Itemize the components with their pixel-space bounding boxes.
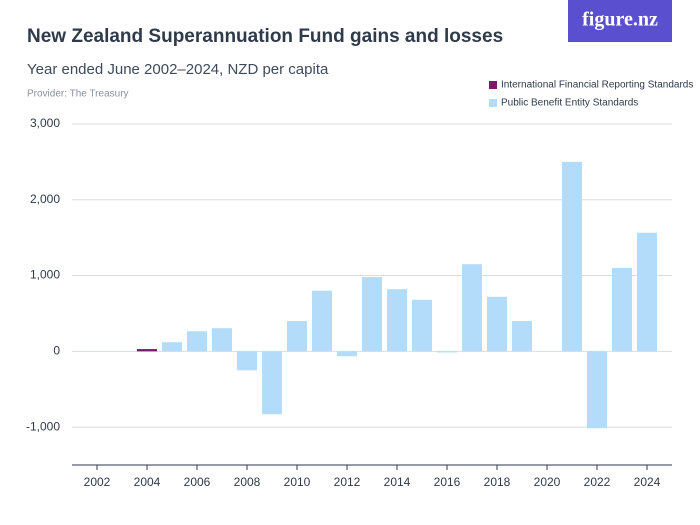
y-tick-label: -1,000	[26, 419, 60, 433]
bar	[412, 299, 432, 352]
y-tick-label: 3,000	[30, 116, 60, 130]
bar	[512, 321, 532, 352]
bar	[562, 161, 582, 352]
bar	[162, 342, 182, 352]
bar	[312, 290, 332, 352]
legend-swatch	[489, 81, 497, 89]
bar	[187, 331, 207, 352]
bar	[487, 296, 507, 352]
bar	[612, 267, 632, 352]
legend-label: International Financial Reporting Standa…	[501, 80, 693, 91]
y-tick-label: 2,000	[30, 192, 60, 206]
chart-subtitle: Year ended June 2002–2024, NZD per capit…	[27, 61, 329, 78]
x-tick-label: 2002	[84, 475, 111, 489]
chart-title: New Zealand Superannuation Fund gains an…	[27, 26, 503, 47]
x-tick-label: 2020	[534, 475, 561, 489]
bar	[137, 349, 157, 352]
provider: Provider: The Treasury	[27, 89, 129, 100]
brand-box	[568, 0, 672, 42]
bar	[337, 351, 357, 357]
bar	[237, 351, 257, 371]
brand: figure.nz	[582, 9, 658, 31]
bar	[462, 264, 482, 352]
bar	[362, 277, 382, 352]
x-tick-label: 2008	[234, 475, 261, 489]
x-tick-label: 2004	[134, 475, 161, 489]
bar	[437, 351, 457, 353]
y-tick-label: 1,000	[30, 268, 60, 282]
x-tick-label: 2012	[334, 475, 361, 489]
bar	[637, 232, 657, 352]
y-tick-label: 0	[53, 344, 60, 358]
legend-swatch	[489, 99, 497, 107]
x-tick-label: 2022	[584, 475, 611, 489]
bar	[287, 321, 307, 352]
x-tick-label: 2010	[284, 475, 311, 489]
bar	[262, 351, 282, 415]
bar	[587, 351, 607, 429]
bar	[212, 328, 232, 352]
x-tick-label: 2006	[184, 475, 211, 489]
x-tick-label: 2016	[434, 475, 461, 489]
x-tick-label: 2018	[484, 475, 511, 489]
x-tick-label: 2024	[634, 475, 661, 489]
bar	[387, 289, 407, 352]
x-tick-label: 2014	[384, 475, 411, 489]
legend-label: Public Benefit Entity Standards	[501, 98, 638, 109]
